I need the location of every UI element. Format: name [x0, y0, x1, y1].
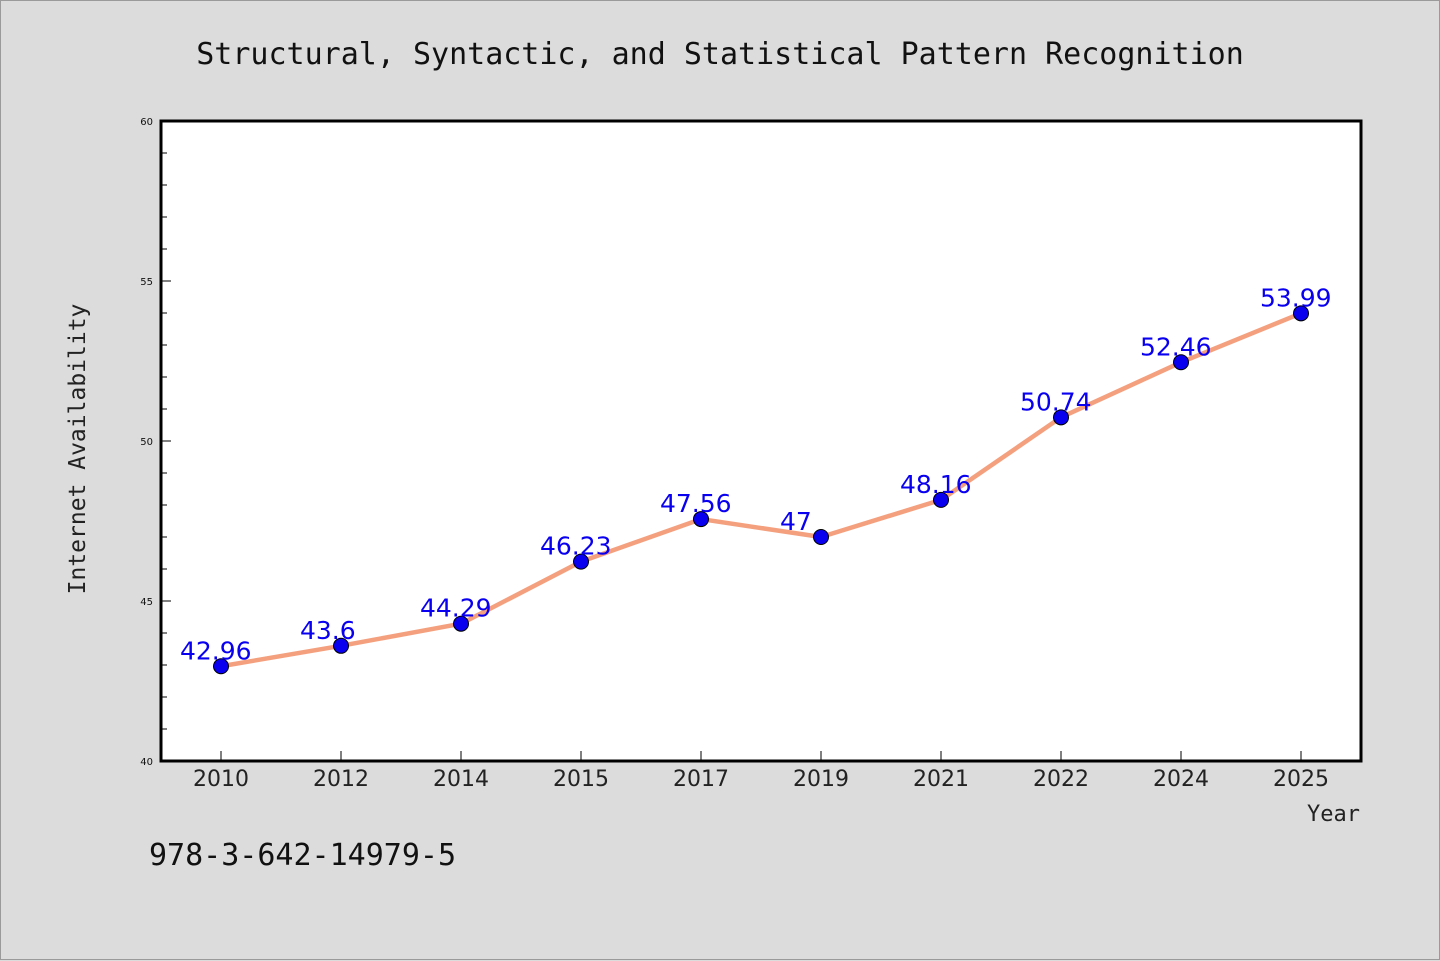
x-tick-label: 2017 [673, 767, 729, 792]
data-label: 48.16 [900, 470, 972, 499]
data-point [693, 511, 709, 528]
y-tick-label: 40 [140, 757, 153, 768]
data-label: 47.56 [660, 489, 732, 518]
data-label: 43.6 [300, 616, 356, 645]
y-axis-label: Internet Availability [65, 304, 91, 595]
x-tick-label: 2010 [193, 767, 249, 792]
x-tick-label: 2014 [433, 767, 489, 792]
x-axis: 2010 2012 2014 2015 2017 2019 2021 2022 2024 2025 [193, 751, 1329, 792]
data-label: 50.74 [1020, 387, 1092, 416]
x-tick-label: 2015 [553, 767, 609, 792]
x-tick-label: 2019 [793, 767, 849, 792]
data-label: 46.23 [540, 532, 612, 561]
data-point [933, 491, 949, 508]
series-layer: 42.96 43.6 44.29 46.23 47.56 47 48.16 50.74 52.4… [180, 283, 1332, 675]
data-point [813, 529, 829, 545]
y-tick-label: 50 [140, 437, 153, 448]
x-tick-label: 2022 [1033, 767, 1089, 792]
data-label: 53.99 [1260, 283, 1332, 312]
x-tick-label: 2021 [913, 767, 969, 792]
y-tick-label: 55 [140, 277, 153, 288]
x-tick-label: 2012 [313, 767, 369, 792]
chart-title: Structural, Syntactic, and Statistical P… [196, 37, 1244, 72]
x-axis-label: Year [1307, 802, 1360, 827]
data-label: 42.96 [180, 636, 252, 665]
data-point [1053, 409, 1069, 426]
series-line [218, 311, 1304, 669]
data-point [333, 637, 349, 654]
data-point [1293, 305, 1309, 322]
data-label: 44.29 [420, 594, 492, 623]
data-label: 47 [780, 507, 812, 536]
x-tick-label: 2025 [1273, 767, 1329, 792]
data-label: 52.46 [1140, 332, 1212, 361]
footnote-isbn: 978-3-642-14979-5 [149, 838, 456, 873]
x-tick-label: 2024 [1153, 767, 1209, 792]
y-tick-label: 60 [140, 117, 153, 128]
data-point [1173, 354, 1189, 371]
data-point [573, 553, 589, 570]
y-tick-label: 45 [140, 597, 153, 608]
data-point [213, 658, 229, 675]
y-axis: 40 45 50 55 60 [140, 117, 171, 768]
data-point [453, 615, 469, 632]
plot-area [159, 119, 1363, 763]
